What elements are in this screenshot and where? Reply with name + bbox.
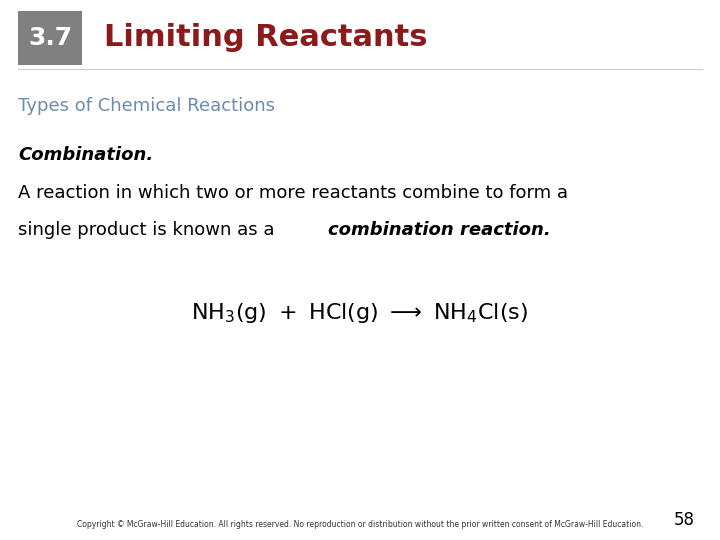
Text: Types of Chemical Reactions: Types of Chemical Reactions — [19, 97, 276, 115]
Text: A reaction in which two or more reactants combine to form a: A reaction in which two or more reactant… — [19, 184, 568, 201]
Text: Limiting Reactants: Limiting Reactants — [104, 23, 427, 52]
Text: 3.7: 3.7 — [28, 26, 73, 50]
Text: single product is known as a: single product is known as a — [19, 221, 281, 239]
Text: Copyright © McGraw-Hill Education. All rights reserved. No reproduction or distr: Copyright © McGraw-Hill Education. All r… — [77, 520, 643, 529]
Text: 58: 58 — [673, 511, 695, 529]
Text: Combination.: Combination. — [19, 146, 153, 164]
Text: $\mathrm{NH_3(g)\ +\ HCl(g)\ \longrightarrow\ NH_4Cl(s)}$: $\mathrm{NH_3(g)\ +\ HCl(g)\ \longrighta… — [192, 301, 528, 325]
Text: combination reaction.: combination reaction. — [328, 221, 551, 239]
FancyBboxPatch shape — [19, 11, 83, 65]
